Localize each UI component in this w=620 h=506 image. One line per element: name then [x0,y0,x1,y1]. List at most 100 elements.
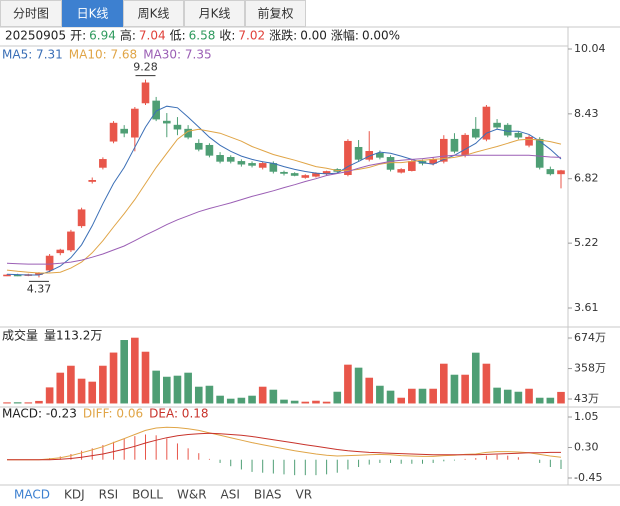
legend-label: MA10: 7.68 [69,48,137,62]
volume-bar [525,388,533,404]
volume-bar [56,372,65,404]
candle-body [440,138,448,162]
candle-body [280,171,288,174]
y-tick-label: 6.82 [574,172,599,185]
volume-bar [131,337,139,404]
tab-label[interactable]: 月K线 [199,7,231,21]
candle-body [131,108,139,138]
candle-body [205,144,214,156]
header-label: 涨幅: [331,28,359,43]
candle-body [194,142,203,150]
volume-bar [99,365,107,404]
macd-line [7,426,562,461]
volume-bar [344,364,352,404]
legend-label: DEA: 0.18 [149,407,208,421]
volume-bar [67,365,75,404]
volume-bar [45,387,54,404]
volume-bar [450,374,459,404]
volume-bar [269,389,278,404]
volume-bar [205,385,214,404]
header-value: 7.04 [139,29,166,43]
volume-bar [386,390,395,404]
candle-body [45,255,54,271]
y-tick-label: 358万 [574,362,606,375]
candle-body [88,180,97,182]
volume-bar [290,400,299,404]
volume-bar [194,386,203,404]
header-value: 0.00% [362,29,400,43]
tab-label[interactable]: 分时图 [13,7,49,21]
header-label: 开: [70,29,86,43]
candle-body [471,128,480,138]
y-tick-label: 5.22 [574,236,599,249]
candle-body [376,153,384,158]
candle-body [525,136,533,146]
indicator-tab[interactable]: ASI [221,488,240,502]
header-label: 高: [120,28,136,43]
candle-body [397,169,405,173]
candle-body [503,124,512,136]
header-label: 涨跌: [269,28,297,43]
candle-body [109,122,118,142]
tab-label[interactable]: 周K线 [138,7,170,21]
indicator-tab[interactable]: KDJ [64,488,85,502]
volume-bar [248,395,256,404]
tab[interactable] [245,0,306,27]
min-label: 4.37 [27,282,52,295]
volume-bar [184,372,192,404]
candle-body [163,120,171,124]
y-tick-label: 1.05 [574,410,599,423]
candle-body [535,138,544,168]
max-label: 9.28 [133,61,158,74]
candle-body [365,151,374,160]
candle-body [557,170,565,175]
candle-body [408,161,416,171]
volume-bar [376,385,384,404]
candle-body [546,169,555,175]
candle-body [248,163,256,166]
ma-line [6,105,562,276]
volume-bar [429,388,437,404]
candle-body [450,138,459,152]
indicator-tab[interactable]: RSI [99,488,119,502]
ma-line [6,128,562,274]
volume-bar [354,367,363,404]
header-value: 0.00 [300,29,327,43]
indicator-tab[interactable]: MACD [14,488,50,502]
tab-label[interactable]: 日K线 [77,7,109,21]
header-value: 6.58 [189,29,216,43]
indicator-tab[interactable]: BOLL [132,488,163,502]
indicator-tab[interactable]: BIAS [254,488,282,502]
candle-body [290,173,299,176]
volume-bar [258,386,267,404]
volume-bar [173,375,182,404]
indicator-tab[interactable]: W&R [177,488,207,502]
volume-bar [152,370,160,404]
header-label: 低: [170,29,186,43]
volume-bar [557,391,565,404]
y-tick-label: 0.30 [574,441,599,454]
legend-label: MA5: 7.31 [2,48,63,62]
tab-label[interactable]: 前复权 [257,6,293,21]
tab[interactable] [184,0,245,27]
header-value: 7.02 [238,29,265,43]
volume-bar [471,352,480,404]
y-tick-label: -0.45 [574,471,602,484]
volume-bar [35,400,43,404]
tab[interactable] [62,0,123,27]
header-label: 收: [219,29,235,43]
tab[interactable] [0,0,62,27]
candle-body [237,161,246,165]
legend-label: 量113.2万 [44,329,102,343]
candle-body [120,128,128,134]
volume-bar [482,363,491,404]
volume-bar [216,395,224,404]
indicator-tab[interactable]: VR [296,488,313,502]
candle-body [312,173,320,177]
tab[interactable] [123,0,184,27]
candle-body [184,128,192,138]
candle-body [3,274,11,277]
volume-bar [503,389,512,404]
legend-label: MACD: -0.23 [2,407,77,421]
candle-body [354,146,363,160]
